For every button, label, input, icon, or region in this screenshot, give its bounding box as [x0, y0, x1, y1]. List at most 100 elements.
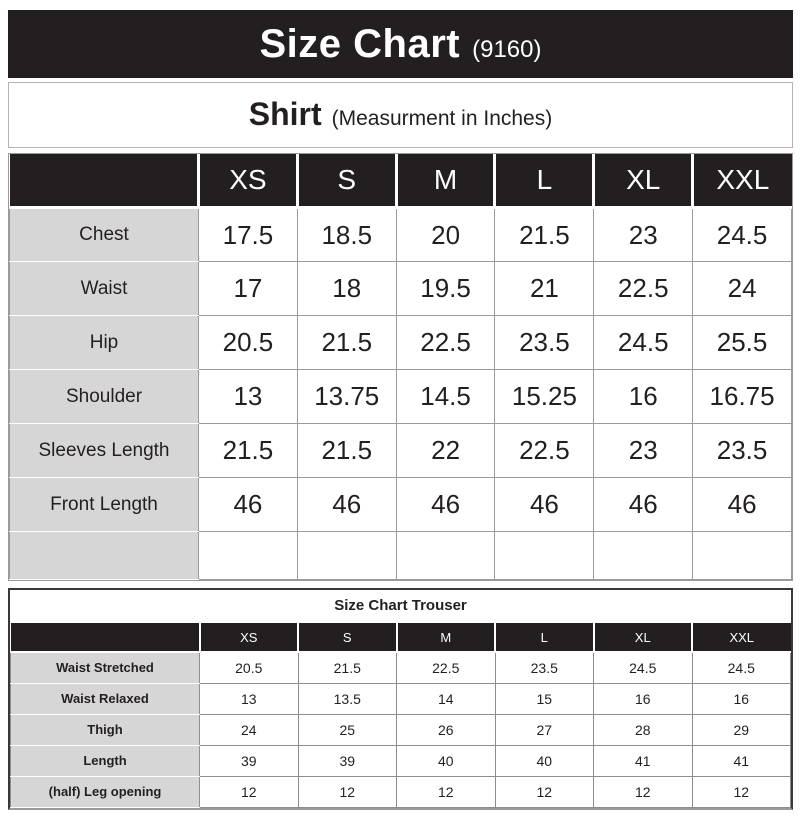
shirt-row: Hip 20.5 21.5 22.5 23.5 24.5 25.5	[9, 315, 792, 370]
shirt-value-cell	[692, 531, 792, 580]
trouser-value-cell: 15	[494, 682, 594, 715]
trouser-value-cell: 12	[199, 775, 299, 808]
shirt-size-table: XS S M L XL XXL Chest 17.5 18.5 20 21.5 23 24.5 Wais…	[9, 154, 792, 580]
shirt-corner-cell	[9, 154, 200, 209]
shirt-row-label	[9, 531, 199, 580]
shirt-value-cell: 46	[494, 477, 595, 532]
shirt-value-cell	[593, 531, 694, 580]
shirt-value-cell: 23.5	[494, 315, 595, 370]
trouser-row: Waist Stretched 20.5 21.5 22.5 23.5 24.5 24.5	[10, 651, 791, 684]
shirt-value-cell: 20.5	[198, 315, 298, 370]
trouser-value-cell: 40	[396, 744, 496, 777]
shirt-value-cell: 21.5	[198, 423, 298, 478]
trouser-value-cell: 26	[396, 713, 496, 746]
trouser-value-cell: 13	[199, 682, 299, 715]
shirt-value-cell	[494, 531, 595, 580]
shirt-row-label: Front Length	[9, 477, 199, 532]
trouser-size-header: S	[297, 621, 398, 653]
trouser-value-cell: 39	[199, 744, 299, 777]
trouser-value-cell: 12	[297, 775, 397, 808]
shirt-value-cell	[198, 531, 298, 580]
trouser-value-cell: 24.5	[593, 651, 693, 684]
shirt-value-cell	[395, 531, 496, 580]
trouser-value-cell: 39	[297, 744, 397, 777]
trouser-title-row: Size Chart Trouser	[10, 590, 791, 622]
trouser-value-cell: 12	[593, 775, 693, 808]
shirt-value-cell: 24.5	[692, 207, 792, 262]
trouser-table-header: Size Chart Trouser XS S M L XL XXL	[10, 590, 791, 653]
trouser-value-cell: 12	[691, 775, 791, 808]
shirt-row-label: Hip	[9, 315, 199, 370]
shirt-size-header: XS	[197, 154, 299, 209]
shirt-value-cell: 14.5	[395, 369, 496, 424]
shirt-size-header: L	[493, 154, 596, 209]
trouser-row-label: Waist Stretched	[10, 651, 200, 684]
trouser-row: Thigh 24 25 26 27 28 29	[10, 713, 791, 746]
shirt-value-cell: 46	[198, 477, 298, 532]
shirt-value-cell: 16.75	[692, 369, 792, 424]
trouser-table-title: Size Chart Trouser	[10, 590, 791, 622]
shirt-table-body: Chest 17.5 18.5 20 21.5 23 24.5 Waist 17 18 19.5 21…	[9, 207, 792, 580]
shirt-value-cell: 23	[593, 423, 694, 478]
shirt-row: Chest 17.5 18.5 20 21.5 23 24.5	[9, 207, 792, 262]
shirt-value-cell: 23	[593, 207, 694, 262]
trouser-size-header: XS	[198, 621, 299, 653]
shirt-row-label: Shoulder	[9, 369, 199, 424]
shirt-measurement-note: (Measurment in Inches)	[331, 107, 553, 130]
shirt-size-header: S	[295, 154, 398, 209]
shirt-row	[9, 531, 792, 580]
shirt-row: Sleeves Length 21.5 21.5 22 22.5 23 23.5	[9, 423, 792, 478]
shirt-value-cell: 13	[198, 369, 298, 424]
trouser-size-header: L	[494, 621, 595, 653]
trouser-value-cell: 25	[297, 713, 397, 746]
shirt-value-cell: 46	[593, 477, 694, 532]
shirt-value-cell: 46	[395, 477, 496, 532]
trouser-table-body: Waist Stretched 20.5 21.5 22.5 23.5 24.5 24.5 W…	[10, 651, 791, 808]
shirt-value-cell: 15.25	[494, 369, 595, 424]
trouser-row-label: Thigh	[10, 713, 200, 746]
shirt-row-label: Waist	[9, 261, 199, 316]
trouser-corner-cell	[10, 621, 201, 653]
page-title-code: (9160)	[472, 36, 542, 63]
shirt-value-cell: 16	[593, 369, 694, 424]
trouser-row-label: (half) Leg opening	[10, 775, 200, 808]
shirt-value-cell: 21.5	[494, 207, 595, 262]
shirt-value-cell: 24.5	[593, 315, 694, 370]
trouser-size-header-row: XS S M L XL XXL	[10, 621, 791, 653]
trouser-value-cell: 22.5	[396, 651, 496, 684]
shirt-value-cell	[296, 531, 397, 580]
trouser-value-cell: 28	[593, 713, 693, 746]
trouser-row: (half) Leg opening 12 12 12 12 12 12	[10, 775, 791, 808]
shirt-value-cell: 22.5	[494, 423, 595, 478]
shirt-value-cell: 46	[692, 477, 792, 532]
shirt-value-cell: 22.5	[593, 261, 694, 316]
shirt-size-header: M	[394, 154, 497, 209]
shirt-row-label: Chest	[9, 207, 199, 262]
trouser-row-label: Waist Relaxed	[10, 682, 200, 715]
trouser-size-table: Size Chart Trouser XS S M L XL XXL Waist Stre…	[10, 590, 791, 808]
trouser-value-cell: 14	[396, 682, 496, 715]
shirt-value-cell: 22.5	[395, 315, 496, 370]
shirt-value-cell: 21.5	[296, 315, 397, 370]
shirt-value-cell: 18	[296, 261, 397, 316]
shirt-value-cell: 18.5	[296, 207, 397, 262]
shirt-table-header: XS S M L XL XXL	[9, 154, 792, 209]
shirt-size-table-wrapper: XS S M L XL XXL Chest 17.5 18.5 20 21.5 23 24.5 Wais…	[8, 153, 793, 581]
shirt-value-cell: 19.5	[395, 261, 496, 316]
trouser-row: Waist Relaxed 13 13.5 14 15 16 16	[10, 682, 791, 715]
shirt-value-cell: 17.5	[198, 207, 298, 262]
trouser-value-cell: 29	[691, 713, 791, 746]
shirt-value-cell: 17	[198, 261, 298, 316]
trouser-value-cell: 12	[396, 775, 496, 808]
trouser-value-cell: 41	[691, 744, 791, 777]
shirt-row: Waist 17 18 19.5 21 22.5 24	[9, 261, 792, 316]
shirt-value-cell: 23.5	[692, 423, 792, 478]
trouser-size-header: XXL	[691, 621, 791, 653]
shirt-value-cell: 21.5	[296, 423, 397, 478]
shirt-value-cell: 24	[692, 261, 792, 316]
trouser-value-cell: 27	[494, 713, 594, 746]
trouser-row: Length 39 39 40 40 41 41	[10, 744, 791, 777]
main-title-bar: Size Chart (9160)	[8, 10, 793, 78]
trouser-size-header: M	[395, 621, 496, 653]
